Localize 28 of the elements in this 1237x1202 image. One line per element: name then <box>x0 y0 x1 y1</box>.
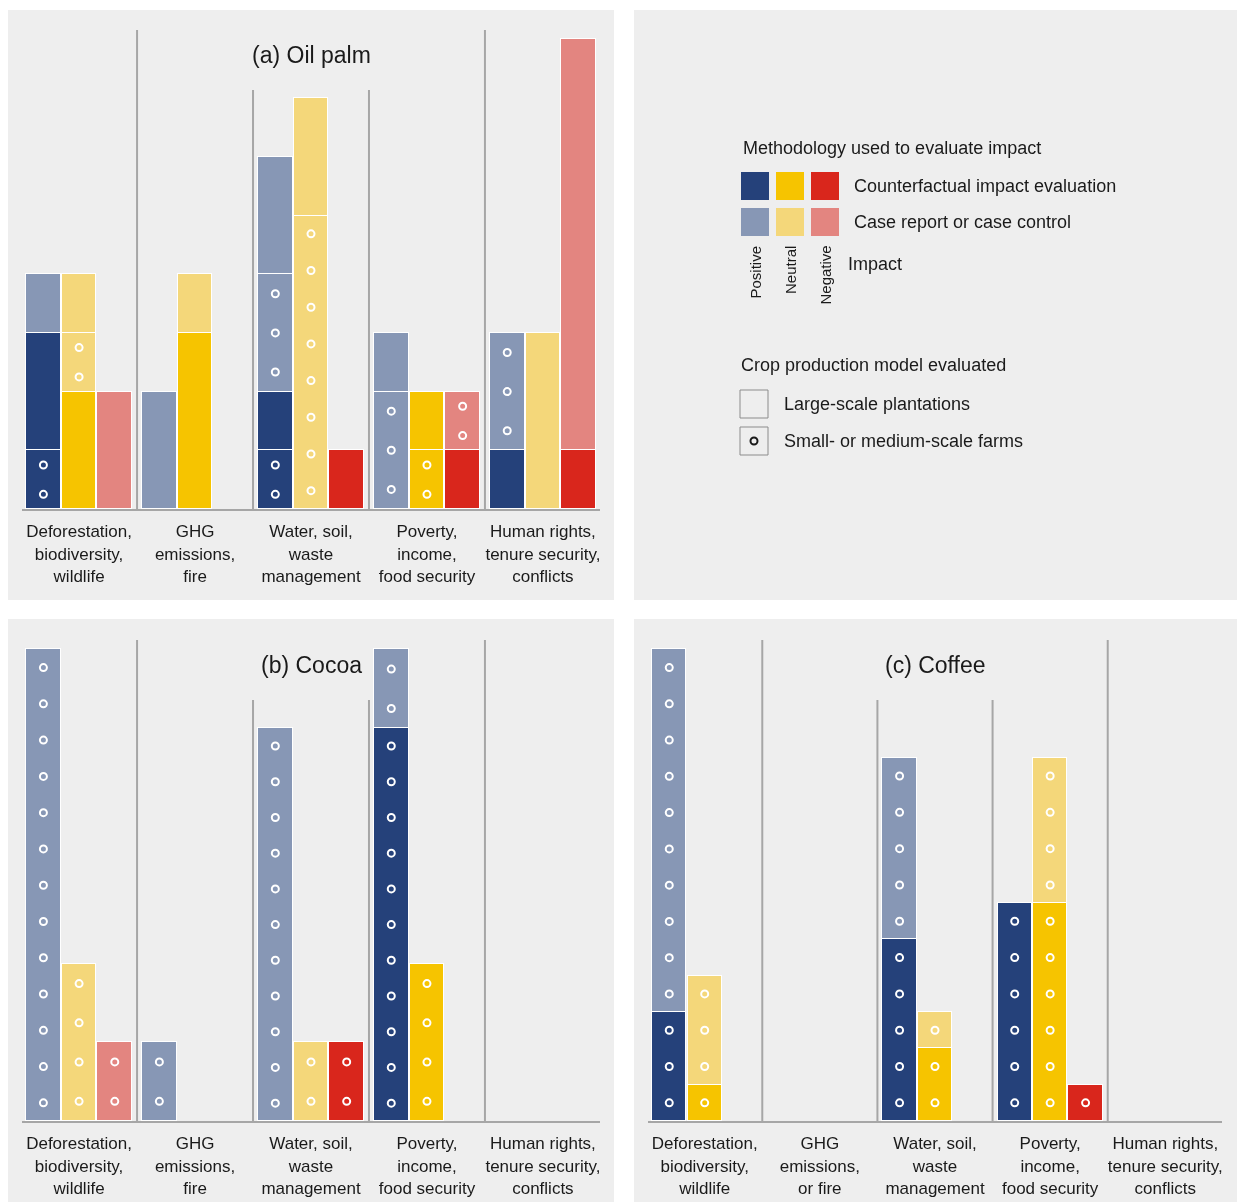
x-tick-label: Deforestation, biodiversity, wildlife <box>26 522 133 586</box>
x-tick-label: GHG emissions, or fire <box>779 1134 861 1198</box>
x-tick-label: GHG emissions, fire <box>154 1134 236 1198</box>
x-tick-label: Poverty, income, food security <box>378 522 476 586</box>
x-tick-label: Water, soil, waste management <box>261 522 361 586</box>
x-tick-label: Water, soil, waste management <box>885 1134 985 1198</box>
text: Case report or case control <box>854 212 1072 232</box>
text: Counterfactual impact evaluation <box>854 176 1117 196</box>
category-label: Positive <box>746 245 764 299</box>
chart-title: (c) Coffee <box>885 652 986 678</box>
x-tick-label: Poverty, income, food security <box>1001 1134 1099 1198</box>
x-tick-label: Deforestation, biodiversity, wildlife <box>26 1134 133 1198</box>
legend-title: Methodology used to evaluate impact <box>743 138 1042 158</box>
x-tick-label: Water, soil, waste management <box>261 1134 361 1198</box>
category-label: Negative <box>816 245 834 305</box>
x-tick-label: Deforestation, biodiversity, wildlife <box>651 1134 758 1198</box>
x-tick-label: Human rights, tenure security, conflicts <box>485 1134 601 1198</box>
text: Large-scale plantations <box>784 394 971 414</box>
text: Impact <box>848 254 903 274</box>
category-label: Neutral <box>782 245 799 294</box>
x-tick-label: GHG emissions, fire <box>154 522 236 586</box>
text: Crop production model evaluated <box>741 355 1007 375</box>
x-tick-label: Poverty, income, food security <box>378 1134 476 1198</box>
x-tick-label: Human rights, tenure security, conflicts <box>485 522 601 586</box>
chart-title: (b) Cocoa <box>261 652 363 678</box>
x-tick-label: Human rights, tenure security, conflicts <box>1107 1134 1223 1198</box>
text: Small- or medium-scale farms <box>784 431 1024 451</box>
chart-title: (a) Oil palm <box>252 42 371 68</box>
